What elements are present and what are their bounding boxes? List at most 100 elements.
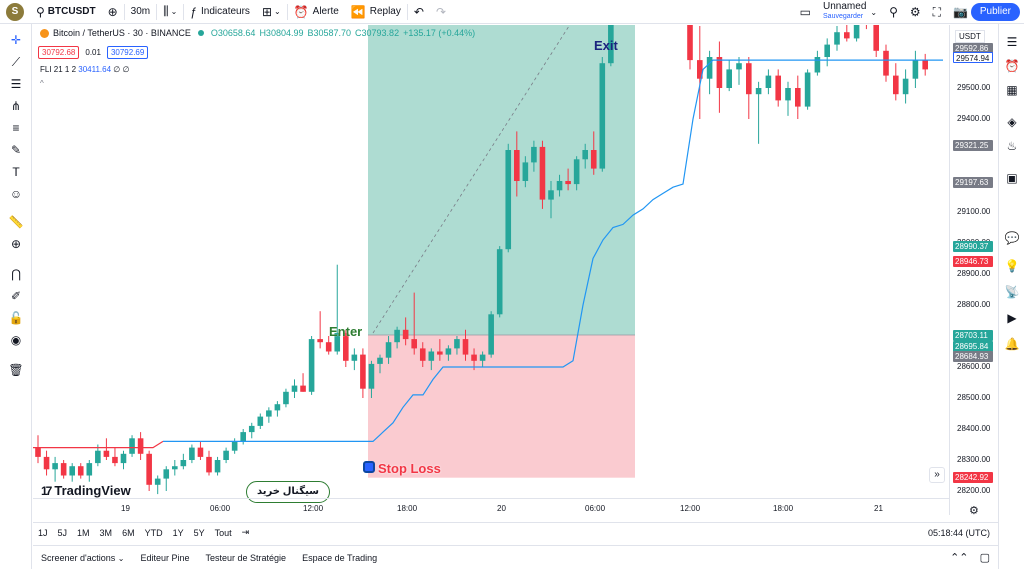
tab-trading-panel[interactable]: Espace de Trading	[302, 552, 378, 563]
templates-button[interactable]: ⊞ ⌄	[256, 0, 287, 24]
user-avatar[interactable]: S	[6, 2, 24, 21]
layout-name-label: Unnamed	[823, 1, 867, 12]
data-window-icon[interactable]: ▦	[1006, 83, 1018, 97]
candle-body	[112, 456, 118, 464]
settings-button[interactable]: ⚙	[904, 0, 927, 24]
interval-button[interactable]: 30m	[130, 6, 151, 17]
play-icon[interactable]: ▶	[1007, 311, 1017, 325]
compare-button[interactable]: ⊕	[102, 0, 124, 24]
range-5d-button[interactable]: 5J	[57, 527, 68, 538]
candle-right-body	[873, 25, 879, 51]
candle-body	[180, 460, 187, 467]
replay-button[interactable]: ⏪ Replay	[345, 0, 407, 24]
range-all-button[interactable]: Tout	[214, 527, 232, 538]
tradingview-watermark: 17 TradingView	[41, 483, 131, 498]
gear-icon: ⚙	[909, 5, 921, 19]
screenshot-button[interactable]: 📷	[947, 0, 974, 24]
tab-stock-screener[interactable]: Screener d'actions ⌄	[33, 553, 132, 563]
range-5y-button[interactable]: 5Y	[193, 527, 205, 538]
maximize-panel-icon[interactable]: ▢	[979, 552, 990, 564]
utc-clock[interactable]: 05:18:44 (UTC)	[927, 527, 990, 538]
lock-drawing-icon[interactable]: ✐	[10, 289, 22, 303]
legend-open: O30658.64	[210, 28, 256, 38]
crosshair-icon[interactable]: ✛	[10, 33, 22, 47]
tab-pine-editor[interactable]: Editeur Pine	[140, 552, 190, 563]
fib-icon[interactable]: ≡	[12, 121, 20, 135]
scale-settings-button[interactable]: ⚙	[969, 504, 979, 517]
search-icon: ⚲	[36, 4, 45, 19]
horizontal-lines-icon[interactable]: ☰	[10, 77, 22, 91]
price-tag: 28946.73	[953, 256, 993, 267]
range-6m-button[interactable]: 6M	[122, 527, 135, 538]
time-axis[interactable]: 19 06:00 12:00 18:00 20 06:00 12:00 18:00 21	[33, 498, 949, 516]
layout-button[interactable]: ▭	[794, 0, 817, 24]
sell-price-button[interactable]: 30792.68	[38, 46, 80, 59]
candle-right-body	[804, 72, 811, 107]
gear-icon: ⚙	[969, 505, 979, 517]
hotlist-flame-icon[interactable]: ♨	[1006, 139, 1018, 153]
emoji-icon[interactable]: ☺	[9, 187, 23, 201]
candle-body	[608, 25, 614, 64]
scroll-to-realtime-button[interactable]: »	[929, 467, 945, 483]
candle-right-body	[706, 57, 713, 79]
alert-label: Alerte	[312, 6, 339, 17]
lock-icon[interactable]: 🔓	[8, 311, 24, 325]
redo-icon: ↷	[435, 4, 446, 19]
chart-canvas[interactable]	[33, 25, 949, 498]
publish-button[interactable]: Publier	[970, 3, 1020, 21]
date-range-bar: 1J 5J 1M 3M 6M YTD 1Y 5Y Tout ⇥ 05:18:44…	[33, 522, 998, 542]
range-ytd-button[interactable]: YTD	[144, 527, 163, 538]
zoom-in-icon[interactable]: ⊕	[10, 237, 22, 251]
candle-body	[351, 354, 358, 361]
streams-icon[interactable]: 📡	[1004, 285, 1020, 299]
expand-panel-icon[interactable]: ⌃⌃	[950, 552, 969, 564]
ruler-icon[interactable]: 📏	[8, 215, 24, 229]
range-1d-button[interactable]: 1J	[38, 527, 48, 538]
indicators-button[interactable]: ƒ Indicateurs	[184, 0, 256, 24]
currency-selector[interactable]: USDT	[955, 30, 985, 43]
redo-button[interactable]: ↷	[430, 0, 452, 24]
range-1y-button[interactable]: 1Y	[172, 527, 184, 538]
ideas-bulb-icon[interactable]: 💡	[1004, 259, 1020, 273]
layers-icon[interactable]: ◈	[1007, 115, 1017, 129]
notifications-bell-icon[interactable]: 🔔	[1004, 337, 1020, 351]
candle-body	[402, 329, 409, 340]
indicators-icon: ƒ	[190, 4, 198, 19]
collapse-legend-button[interactable]: ^	[40, 79, 44, 88]
price-tag: 28242.92	[953, 472, 993, 483]
candle-body	[590, 150, 597, 169]
brush-icon[interactable]: ✎	[10, 143, 22, 157]
magnet-icon[interactable]: ⋂	[11, 267, 21, 281]
quick-search-button[interactable]: ⚲	[883, 0, 904, 24]
candle-right-body	[736, 63, 742, 70]
alert-button[interactable]: ⏰ Alerte	[288, 0, 345, 24]
eye-icon[interactable]: ◉	[10, 333, 22, 347]
calendar-icon[interactable]: ▣	[1006, 171, 1018, 185]
fullscreen-button[interactable]: ⛶	[927, 0, 947, 24]
goto-date-button[interactable]: ⇥	[237, 527, 255, 538]
buy-price-button[interactable]: 30792.69	[106, 46, 149, 59]
chart-type-button[interactable]: ⫼ ⌄	[157, 0, 183, 24]
range-3m-button[interactable]: 3M	[99, 527, 113, 538]
pitchfork-icon[interactable]: ⋔	[10, 99, 22, 113]
candle-body	[129, 438, 135, 454]
price-scale[interactable]	[949, 25, 997, 515]
watchlist-icon[interactable]: ☰	[1006, 35, 1018, 49]
tab-strategy-tester[interactable]: Testeur de Stratégie	[205, 552, 287, 563]
alerts-clock-icon[interactable]: ⏰	[1004, 59, 1020, 73]
indicator-legend[interactable]: FLI 21 1 2 30411.64 ∅ ∅	[40, 65, 129, 74]
chevron-down-icon: ⌄	[274, 7, 281, 16]
chat-icon[interactable]: 💬	[1004, 231, 1020, 245]
undo-button[interactable]: ↶	[408, 0, 430, 24]
candle-body	[428, 351, 435, 361]
layout-name-button[interactable]: Unnamed Sauvegarder ⌄	[817, 0, 883, 24]
symbol-search[interactable]: ⚲ BTCUSDT	[30, 0, 102, 24]
trendline-icon[interactable]: ⟋	[11, 55, 21, 69]
candle-right-body	[716, 57, 723, 88]
price-label: 28800.00	[957, 300, 991, 309]
range-1m-button[interactable]: 1M	[77, 527, 90, 538]
trash-icon[interactable]: 🗑	[8, 363, 24, 377]
enter-label: Enter	[329, 324, 363, 339]
text-icon[interactable]: T	[12, 165, 20, 179]
fullscreen-icon: ⛶	[932, 4, 942, 19]
